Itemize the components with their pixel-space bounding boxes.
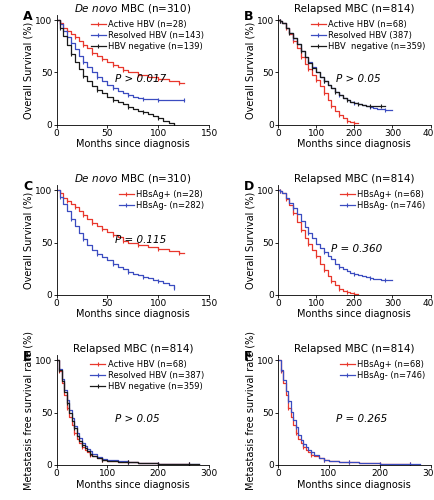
Text: B: B [244,10,253,22]
Y-axis label: Metastasis free survival rate (%): Metastasis free survival rate (%) [245,330,255,490]
X-axis label: Months since diagnosis: Months since diagnosis [297,480,410,490]
Text: P = 0.265: P = 0.265 [335,414,386,424]
Text: E: E [23,350,31,363]
Title: Relapsed MBC (n=814): Relapsed MBC (n=814) [293,4,414,14]
Text: P > 0.05: P > 0.05 [114,414,159,424]
Text: P = 0.115: P = 0.115 [114,235,165,245]
Y-axis label: Overall Survival (%): Overall Survival (%) [245,192,255,288]
Text: F: F [244,350,252,363]
Text: D: D [244,180,254,192]
Legend: Active HBV (n=28), Resolved HBV (n=143), HBV negative (n=139): Active HBV (n=28), Resolved HBV (n=143),… [90,19,204,52]
Y-axis label: Metastasis free survival rate (%): Metastasis free survival rate (%) [24,330,34,490]
Legend: HBsAg+ (n=68), HBsAg- (n=746): HBsAg+ (n=68), HBsAg- (n=746) [338,360,425,381]
Text: C: C [23,180,32,192]
Text: P = 0.360: P = 0.360 [331,244,382,254]
Title: $\it{De\ novo}$ MBC (n=310): $\it{De\ novo}$ MBC (n=310) [74,172,191,185]
Y-axis label: Overall Survival (%): Overall Survival (%) [245,22,255,118]
X-axis label: Months since diagnosis: Months since diagnosis [297,310,410,320]
Text: P > 0.05: P > 0.05 [335,74,380,84]
Title: Relapsed MBC (n=814): Relapsed MBC (n=814) [72,344,193,354]
Y-axis label: Overall Survival (%): Overall Survival (%) [24,192,34,288]
Text: A: A [23,10,33,22]
Legend: Active HBV (n=68), Resolved HBV (387), HBV  negative (n=359): Active HBV (n=68), Resolved HBV (387), H… [309,19,425,52]
X-axis label: Months since diagnosis: Months since diagnosis [76,140,189,149]
Title: Relapsed MBC (n=814): Relapsed MBC (n=814) [293,174,414,184]
X-axis label: Months since diagnosis: Months since diagnosis [76,310,189,320]
Y-axis label: Overall Survival (%): Overall Survival (%) [24,22,34,118]
X-axis label: Months since diagnosis: Months since diagnosis [297,140,410,149]
Legend: HBsAg+ (n=28), HBsAg- (n=282): HBsAg+ (n=28), HBsAg- (n=282) [118,190,204,211]
Title: $\it{De\ novo}$ MBC (n=310): $\it{De\ novo}$ MBC (n=310) [74,2,191,15]
X-axis label: Months since diagnosis: Months since diagnosis [76,480,189,490]
Title: Relapsed MBC (n=814): Relapsed MBC (n=814) [293,344,414,354]
Legend: Active HBV (n=68), Resolved HBV (n=387), HBV negative (n=359): Active HBV (n=68), Resolved HBV (n=387),… [89,360,204,392]
Legend: HBsAg+ (n=68), HBsAg- (n=746): HBsAg+ (n=68), HBsAg- (n=746) [338,190,425,211]
Text: P > 0.017: P > 0.017 [114,74,165,84]
